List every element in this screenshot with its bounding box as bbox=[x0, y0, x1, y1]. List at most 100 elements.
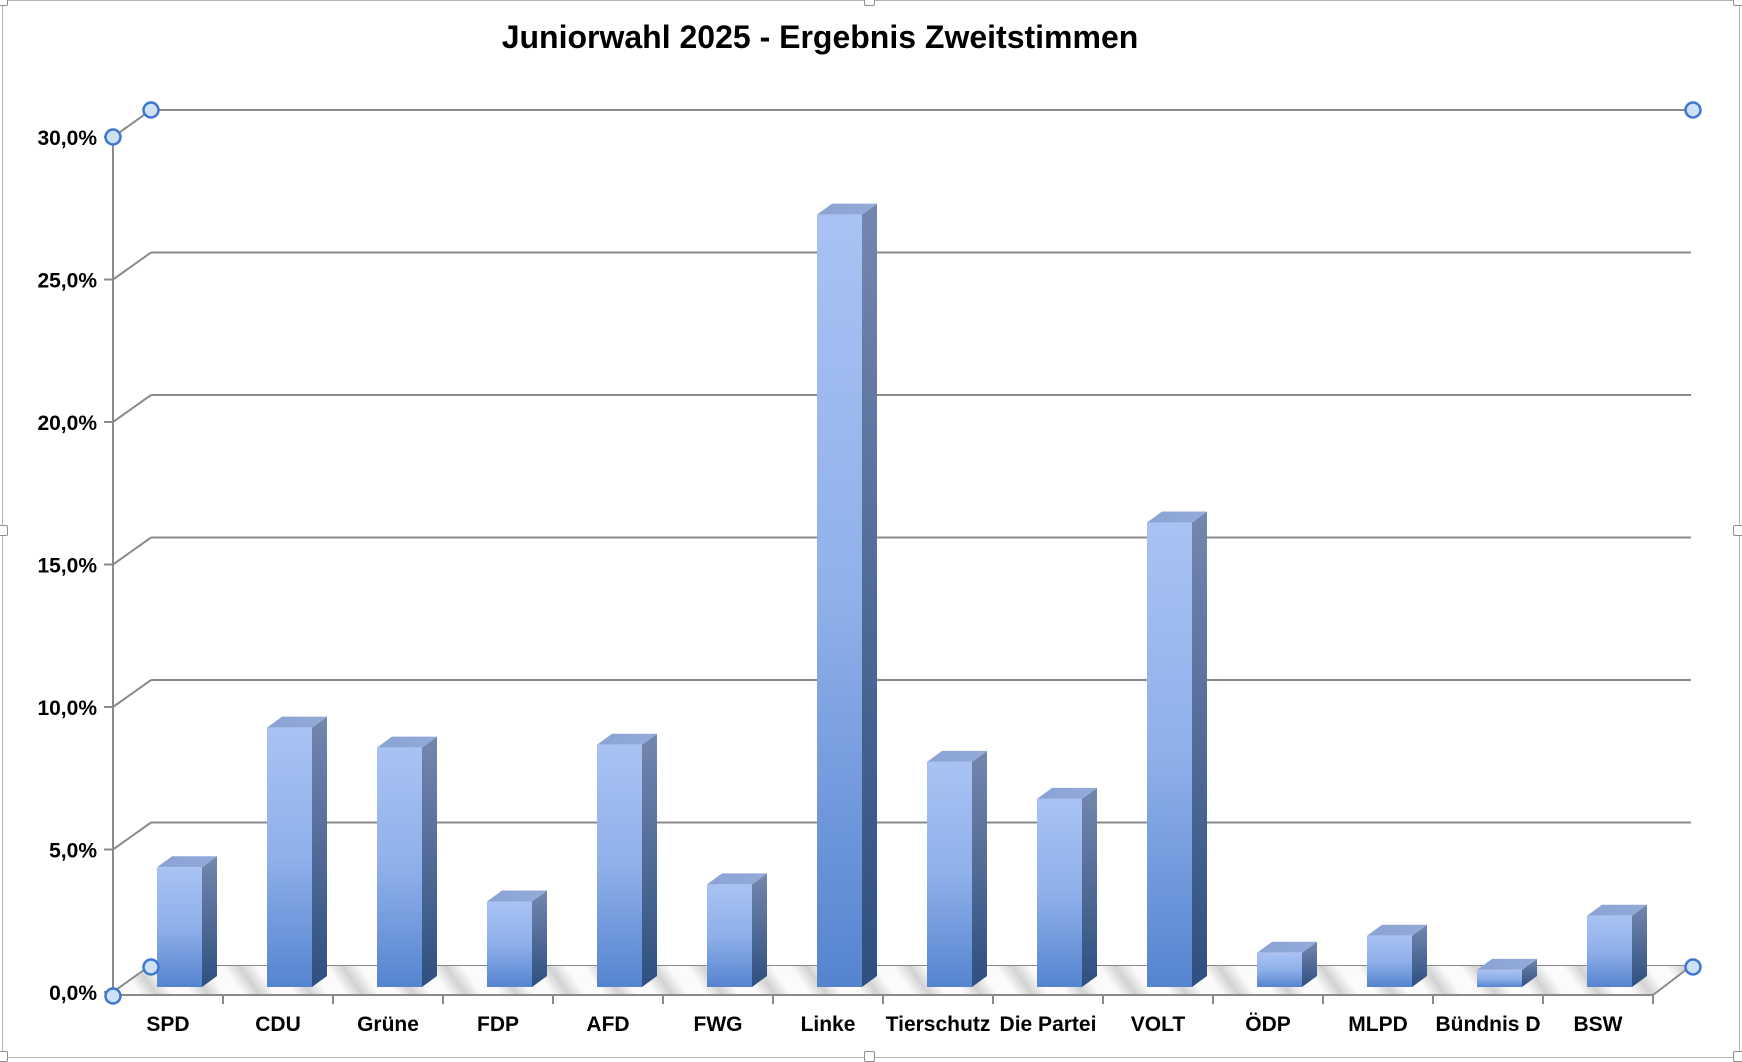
bar-top-face bbox=[597, 733, 657, 745]
y-tick-label: 15,0% bbox=[37, 555, 97, 578]
bar-top-face bbox=[487, 890, 547, 902]
bar-front-face bbox=[1367, 935, 1412, 987]
category-label-BSW: BSW bbox=[1574, 1013, 1623, 1036]
plot-corner-handle[interactable] bbox=[104, 987, 122, 1005]
category-label-FWG: FWG bbox=[694, 1013, 743, 1036]
floor-surface bbox=[113, 966, 1691, 995]
bar-top-face bbox=[927, 750, 987, 762]
bar-front-face bbox=[927, 761, 972, 987]
bar-front-face bbox=[1147, 522, 1192, 987]
bar-CDU[interactable] bbox=[267, 716, 327, 987]
y-tick-label: 20,0% bbox=[37, 412, 97, 435]
bar-top-face bbox=[377, 736, 437, 748]
resize-handle-top-middle[interactable] bbox=[864, 0, 875, 6]
gridline-connector bbox=[112, 536, 152, 566]
bar-front-face bbox=[817, 214, 862, 987]
category-label-Die Partei: Die Partei bbox=[1000, 1013, 1097, 1036]
bar-side-face bbox=[312, 716, 327, 987]
bar-side-face bbox=[1632, 904, 1647, 987]
category-label-MLPD: MLPD bbox=[1348, 1013, 1408, 1036]
bar-side-face bbox=[202, 856, 217, 987]
bar-front-face bbox=[1477, 969, 1522, 987]
bar-top-face bbox=[1037, 787, 1097, 799]
bar-front-face bbox=[267, 727, 312, 987]
category-label-ÖDP: ÖDP bbox=[1245, 1013, 1291, 1036]
y-tick-label: 0,0% bbox=[49, 982, 97, 1005]
bar-Tierschutz[interactable] bbox=[927, 750, 987, 987]
bar-front-face bbox=[1037, 798, 1082, 987]
plot-corner-handle[interactable] bbox=[1684, 958, 1702, 976]
gridline-connector bbox=[112, 679, 152, 708]
resize-handle-top-right[interactable] bbox=[1733, 0, 1742, 6]
category-label-FDP: FDP bbox=[477, 1013, 519, 1036]
bar-front-face bbox=[1587, 915, 1632, 987]
category-label-Bündnis D: Bündnis D bbox=[1436, 1013, 1541, 1036]
bar-side-face bbox=[1082, 787, 1097, 987]
bar-ÖDP[interactable] bbox=[1257, 941, 1317, 987]
resize-handle-right-middle[interactable] bbox=[1733, 525, 1742, 536]
gridline-connector bbox=[112, 394, 152, 423]
bar-FDP[interactable] bbox=[487, 890, 547, 988]
bar-Die Partei[interactable] bbox=[1037, 787, 1097, 987]
bar-side-face bbox=[862, 203, 877, 987]
axis-labels: 0,0% 5,0% 10,0% 15,0% 20,0% 25,0% 30,0% SPD CDU G… bbox=[37, 127, 1622, 1036]
category-label-Linke: Linke bbox=[801, 1013, 856, 1036]
bar-side-face bbox=[752, 873, 767, 987]
bar-side-face bbox=[642, 733, 657, 987]
bar-front-face bbox=[1257, 952, 1302, 987]
bar-front-face bbox=[377, 747, 422, 987]
plot-selection-handles bbox=[104, 101, 1702, 1005]
bar-MLPD[interactable] bbox=[1367, 924, 1427, 987]
bar-FWG[interactable] bbox=[707, 873, 767, 987]
bar-side-face bbox=[1192, 511, 1207, 987]
resize-handle-bottom-middle[interactable] bbox=[864, 1051, 875, 1062]
bar-Grüne[interactable] bbox=[377, 736, 437, 987]
resize-handle-bottom-left[interactable] bbox=[0, 1051, 8, 1062]
bar-top-face bbox=[157, 856, 217, 868]
plot-corner-handle[interactable] bbox=[142, 958, 160, 976]
bar-top-face bbox=[817, 203, 877, 215]
resize-handle-bottom-right[interactable] bbox=[1733, 1051, 1742, 1062]
bars-group bbox=[157, 203, 1647, 988]
bar-side-face bbox=[1412, 924, 1427, 987]
bar-SPD[interactable] bbox=[157, 856, 217, 987]
bar-front-face bbox=[597, 744, 642, 987]
bar-Bündnis D[interactable] bbox=[1477, 958, 1537, 987]
gridline-connector bbox=[112, 251, 152, 281]
bar-top-face bbox=[1257, 941, 1317, 953]
resize-handle-left-middle[interactable] bbox=[0, 525, 8, 536]
plot-corner-handle[interactable] bbox=[1684, 101, 1702, 119]
bar-BSW[interactable] bbox=[1587, 904, 1647, 987]
gridline-connector bbox=[112, 821, 152, 851]
category-label-CDU: CDU bbox=[255, 1013, 301, 1036]
category-label-Tierschutz: Tierschutz bbox=[886, 1013, 991, 1036]
bar-front-face bbox=[487, 901, 532, 987]
bar-side-face bbox=[1302, 941, 1317, 987]
bar-top-face bbox=[1477, 958, 1537, 970]
bar-Linke[interactable] bbox=[817, 203, 877, 987]
category-label-SPD: SPD bbox=[146, 1013, 189, 1036]
bar-top-face bbox=[1587, 904, 1647, 916]
plot-corner-handle[interactable] bbox=[104, 128, 122, 146]
floor-right-edge bbox=[1652, 965, 1692, 996]
category-label-VOLT: VOLT bbox=[1131, 1013, 1186, 1036]
bar-top-face bbox=[707, 873, 767, 885]
bar-front-face bbox=[707, 884, 752, 987]
bar-side-face bbox=[972, 750, 987, 987]
resize-handle-top-left[interactable] bbox=[0, 0, 8, 6]
chart-title: Juniorwahl 2025 - Ergebnis Zweitstimmen bbox=[501, 19, 1139, 55]
bar-AFD[interactable] bbox=[597, 733, 657, 987]
y-tick-label: 25,0% bbox=[37, 270, 97, 293]
plot-corner-handle[interactable] bbox=[142, 101, 160, 119]
bar-side-face bbox=[1522, 958, 1537, 987]
bar-side-face bbox=[422, 736, 437, 987]
chart-floor bbox=[113, 965, 1692, 996]
category-label-AFD: AFD bbox=[586, 1013, 629, 1036]
bar-VOLT[interactable] bbox=[1147, 511, 1207, 987]
bar-side-face bbox=[532, 890, 547, 987]
y-tick-label: 30,0% bbox=[37, 127, 97, 150]
value-axis bbox=[104, 136, 1654, 1004]
category-label-Grüne: Grüne bbox=[357, 1013, 419, 1036]
